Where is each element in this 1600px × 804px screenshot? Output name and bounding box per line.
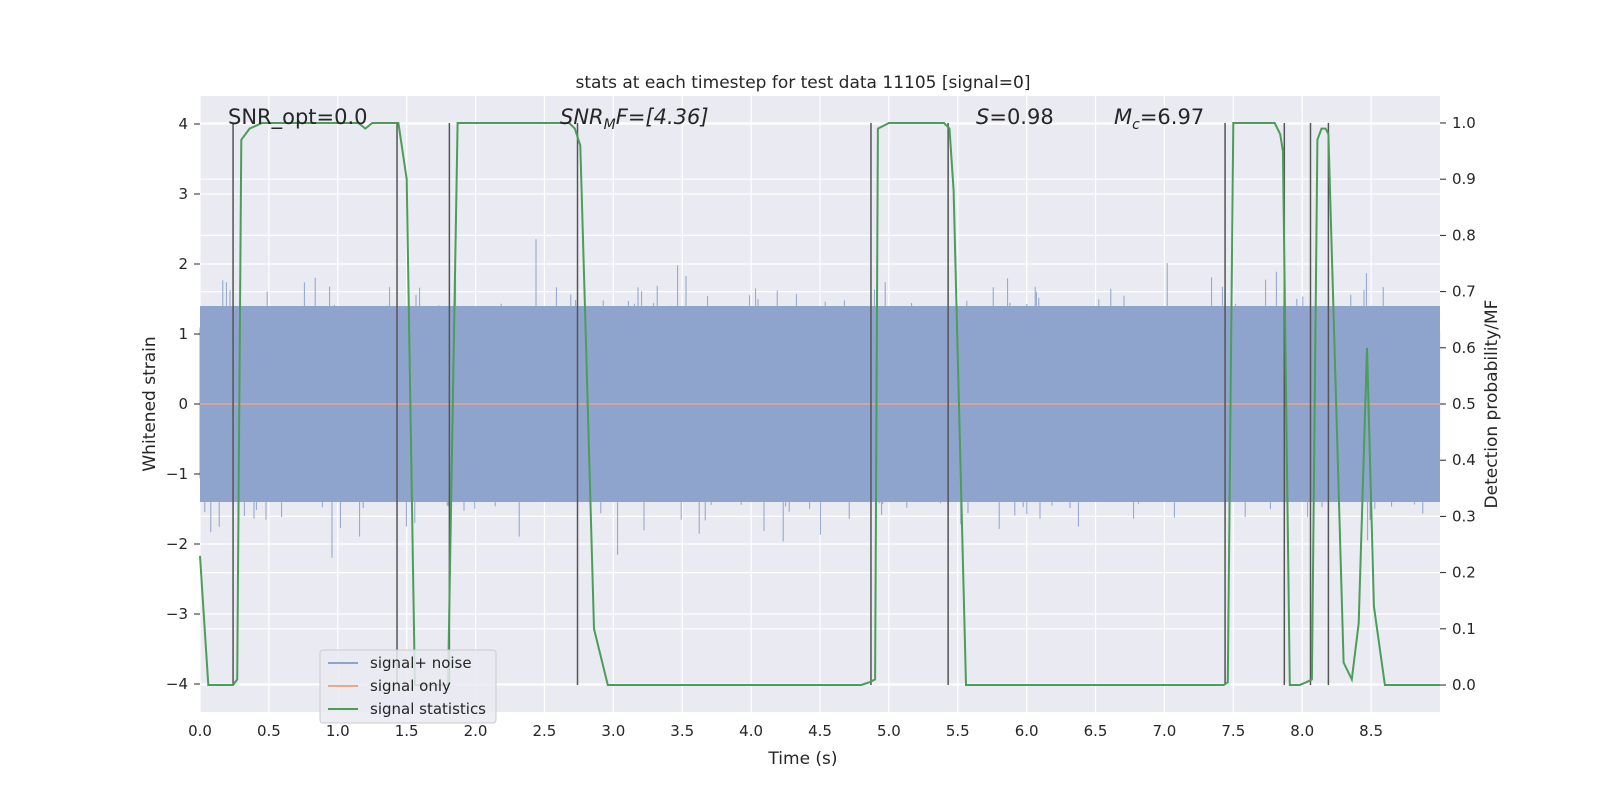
x-tick-label: 4.0 — [739, 722, 763, 740]
x-tick-label: 3.5 — [670, 722, 694, 740]
y-right-tick-label: 0.8 — [1452, 226, 1476, 244]
x-tick-label: 3.0 — [601, 722, 625, 740]
y-tick-label: −2 — [166, 535, 188, 553]
legend: signal+ noise signal only signal statist… — [319, 649, 497, 724]
x-tick-label: 1.5 — [395, 722, 419, 740]
y-tick-label: 2 — [178, 255, 188, 273]
y-right-tick-label: 0.7 — [1452, 283, 1476, 301]
x-tick-label: 4.5 — [808, 722, 832, 740]
annotation-mc-sub: c — [1132, 117, 1140, 133]
annotation-snr-mf-base: SNR — [560, 105, 604, 129]
y-tick-label: 4 — [178, 115, 188, 133]
annotation-mc-value: =6.97 — [1140, 105, 1204, 129]
x-tick-label: 5.5 — [946, 722, 970, 740]
annotation-snr-mf: SNRMF=[4.36] — [560, 105, 709, 133]
legend-label-signal-only: signal only — [370, 677, 451, 695]
annotation-snr-mf-sub: M — [604, 117, 616, 133]
y-right-tick-label: 0.0 — [1452, 676, 1476, 694]
y-axis-ticks: −4 −3 −2 −1 0 1 2 3 4 — [166, 115, 200, 693]
y-tick-label: 1 — [178, 325, 188, 343]
x-axis-ticks: 0.0 0.5 1.0 1.5 2.0 2.5 3.0 3.5 4.0 4.5 5.0 5.5 6.0 6… — [188, 722, 1383, 740]
annotation-snr-mf-rest: F=[4.36] — [616, 105, 709, 129]
series-signal-statistics — [199, 122, 1440, 686]
annotation-s-symbol: S — [976, 105, 989, 129]
x-tick-label: 7.0 — [1153, 722, 1177, 740]
y-tick-label: 0 — [178, 395, 188, 413]
y-right-tick-label: 0.5 — [1452, 395, 1476, 413]
x-tick-label: 7.5 — [1221, 722, 1245, 740]
legend-label-signal-noise: signal+ noise — [370, 654, 472, 672]
y-tick-label: −3 — [166, 605, 188, 623]
y-right-tick-label: 0.9 — [1452, 170, 1476, 188]
y-tick-label: −1 — [166, 465, 188, 483]
annotation-mc-symbol: M — [1114, 105, 1132, 129]
annotation-snr-opt: SNR_opt=0.0 — [228, 105, 368, 130]
y-tick-label: 3 — [178, 185, 188, 203]
y-right-tick-label: 0.4 — [1452, 451, 1476, 469]
x-axis-label: Time (s) — [767, 749, 837, 769]
x-tick-label: 0.0 — [188, 722, 212, 740]
annotation-mc: Mc=6.97 — [1114, 105, 1204, 133]
y-axis-right-ticks: 0.0 0.1 0.2 0.3 0.4 0.5 0.6 0.7 0.8 0.9 1.0 — [1440, 114, 1476, 694]
x-tick-label: 2.0 — [464, 722, 488, 740]
annotation-s: S=0.98 — [976, 105, 1054, 129]
x-tick-label: 0.5 — [257, 722, 281, 740]
x-tick-label: 6.5 — [1084, 722, 1108, 740]
legend-label-signal-statistics: signal statistics — [370, 700, 486, 718]
x-tick-label: 2.5 — [533, 722, 557, 740]
y-axis-right-label: Detection probability/MF — [1482, 300, 1502, 509]
y-axis-label: Whitened strain — [140, 336, 160, 471]
x-tick-label: 1.0 — [326, 722, 350, 740]
chart-title: stats at each timestep for test data 111… — [576, 73, 1031, 93]
x-tick-label: 8.5 — [1359, 722, 1383, 740]
annotation-s-value: =0.98 — [989, 105, 1053, 129]
legend-box — [319, 649, 497, 724]
x-tick-label: 6.0 — [1015, 722, 1039, 740]
y-right-tick-label: 0.1 — [1452, 620, 1476, 638]
y-right-tick-label: 0.3 — [1452, 507, 1476, 525]
x-tick-label: 8.0 — [1290, 722, 1314, 740]
signal-statistics-line — [199, 122, 1440, 686]
y-tick-label: −4 — [166, 675, 188, 693]
event-lines — [232, 122, 1330, 686]
y-right-tick-label: 0.6 — [1452, 339, 1476, 357]
y-right-tick-label: 0.2 — [1452, 564, 1476, 582]
x-tick-label: 5.0 — [877, 722, 901, 740]
y-right-tick-label: 1.0 — [1452, 114, 1476, 132]
